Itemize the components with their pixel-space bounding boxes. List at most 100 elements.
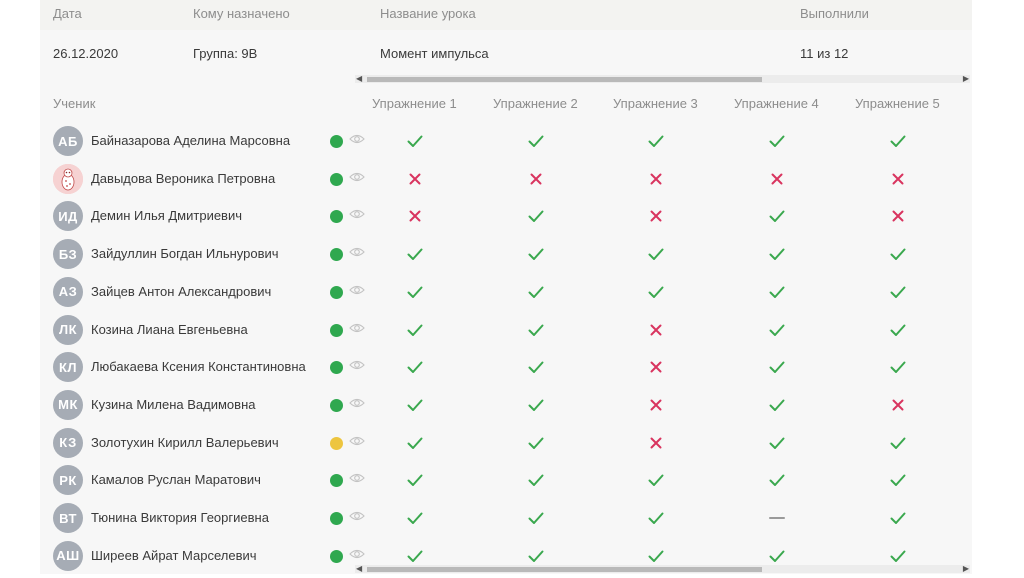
top-horizontal-scrollbar[interactable]: ◀ ▶ <box>355 74 970 83</box>
check-icon[interactable] <box>888 546 908 566</box>
student-name[interactable]: Камалов Руслан Маратович <box>91 472 261 488</box>
check-icon[interactable] <box>888 282 908 302</box>
student-name[interactable]: Козина Лиана Евгеньевна <box>91 321 248 337</box>
check-icon[interactable] <box>646 546 666 566</box>
cross-icon[interactable] <box>646 433 666 453</box>
eye-icon[interactable] <box>349 170 365 184</box>
eye-icon[interactable] <box>349 207 365 221</box>
student-name[interactable]: Зайцев Антон Александрович <box>91 283 272 299</box>
top-scrollbar-thumb[interactable] <box>367 77 762 82</box>
student-row[interactable]: АШ Ширеев Айрат Марселевич <box>40 540 972 578</box>
check-icon[interactable] <box>526 546 546 566</box>
check-icon[interactable] <box>526 395 546 415</box>
eye-icon[interactable] <box>349 321 365 335</box>
check-icon[interactable] <box>767 131 787 151</box>
check-icon[interactable] <box>767 206 787 226</box>
student-row[interactable]: РК Камалов Руслан Маратович <box>40 464 972 502</box>
dash-icon[interactable] <box>767 508 787 528</box>
exercise-column-header[interactable]: Упражнение 1 <box>372 96 457 111</box>
check-icon[interactable] <box>526 433 546 453</box>
check-icon[interactable] <box>526 320 546 340</box>
check-icon[interactable] <box>526 508 546 528</box>
bottom-horizontal-scrollbar[interactable]: ◀ ▶ <box>355 564 970 573</box>
check-icon[interactable] <box>888 357 908 377</box>
student-name[interactable]: Тюнина Виктория Георгиевна <box>91 510 269 525</box>
check-icon[interactable] <box>888 131 908 151</box>
student-name[interactable]: Байназарова Аделина Марсовна <box>91 133 291 148</box>
check-icon[interactable] <box>405 320 425 340</box>
check-icon[interactable] <box>526 131 546 151</box>
student-row[interactable]: КЗ Золотухин Кирилл Валерьевич <box>40 427 972 465</box>
cross-icon[interactable] <box>767 169 787 189</box>
student-row[interactable]: КЛ Любакаева Ксения Константиновна <box>40 351 972 389</box>
eye-icon[interactable] <box>349 471 365 485</box>
check-icon[interactable] <box>646 282 666 302</box>
eye-icon[interactable] <box>349 509 365 523</box>
check-icon[interactable] <box>888 320 908 340</box>
eye-icon[interactable] <box>349 358 365 372</box>
student-name[interactable]: Зайдуллин Богдан Ильнурович <box>91 246 279 262</box>
check-icon[interactable] <box>646 244 666 264</box>
cross-icon[interactable] <box>405 169 425 189</box>
cross-icon[interactable] <box>888 169 908 189</box>
check-icon[interactable] <box>646 131 666 151</box>
student-row[interactable]: Давыдова Вероника Петровна <box>40 163 972 201</box>
check-icon[interactable] <box>767 282 787 302</box>
student-row[interactable]: АБ Байназарова Аделина Марсовна <box>40 125 972 163</box>
student-name[interactable]: Ширеев Айрат Марселевич <box>91 547 257 563</box>
check-icon[interactable] <box>767 395 787 415</box>
check-icon[interactable] <box>405 433 425 453</box>
student-name[interactable]: Золотухин Кирилл Валерьевич <box>91 434 279 450</box>
cross-icon[interactable] <box>646 169 666 189</box>
student-row[interactable]: ВТ Тюнина Виктория Георгиевна <box>40 502 972 540</box>
cross-icon[interactable] <box>646 357 666 377</box>
student-name[interactable]: Любакаева Ксения Константиновна <box>91 359 306 375</box>
eye-icon[interactable] <box>349 396 365 410</box>
check-icon[interactable] <box>767 320 787 340</box>
check-icon[interactable] <box>767 470 787 490</box>
check-icon[interactable] <box>767 546 787 566</box>
check-icon[interactable] <box>405 357 425 377</box>
cross-icon[interactable] <box>405 206 425 226</box>
student-row[interactable]: АЗ Зайцев Антон Александрович <box>40 276 972 314</box>
exercise-column-header[interactable]: Упражнение 2 <box>493 96 578 111</box>
exercise-column-header[interactable]: Упражнение 3 <box>613 96 698 111</box>
eye-icon[interactable] <box>349 434 365 448</box>
check-icon[interactable] <box>888 470 908 490</box>
check-icon[interactable] <box>405 508 425 528</box>
check-icon[interactable] <box>646 470 666 490</box>
check-icon[interactable] <box>405 282 425 302</box>
student-name[interactable]: Давыдова Вероника Петровна <box>91 170 276 186</box>
student-name[interactable]: Кузина Милена Вадимовна <box>91 396 256 412</box>
cross-icon[interactable] <box>526 169 546 189</box>
cross-icon[interactable] <box>646 320 666 340</box>
check-icon[interactable] <box>526 282 546 302</box>
check-icon[interactable] <box>405 395 425 415</box>
check-icon[interactable] <box>767 244 787 264</box>
scroll-left-icon[interactable]: ◀ <box>356 564 363 573</box>
scroll-right-icon[interactable]: ▶ <box>962 564 969 573</box>
eye-icon[interactable] <box>349 283 365 297</box>
exercise-column-header[interactable]: Упражнение 5 <box>855 96 940 111</box>
check-icon[interactable] <box>526 470 546 490</box>
check-icon[interactable] <box>405 546 425 566</box>
check-icon[interactable] <box>646 508 666 528</box>
student-row[interactable]: ЛК Козина Лиана Евгеньевна <box>40 314 972 352</box>
cross-icon[interactable] <box>646 206 666 226</box>
check-icon[interactable] <box>526 206 546 226</box>
student-row[interactable]: МК Кузина Милена Вадимовна <box>40 389 972 427</box>
check-icon[interactable] <box>526 357 546 377</box>
scroll-left-icon[interactable]: ◀ <box>356 74 363 83</box>
exercise-column-header[interactable]: Упражнение 4 <box>734 96 819 111</box>
student-row[interactable]: БЗ Зайдуллин Богдан Ильнурович <box>40 238 972 276</box>
check-icon[interactable] <box>767 433 787 453</box>
check-icon[interactable] <box>888 433 908 453</box>
check-icon[interactable] <box>405 244 425 264</box>
eye-icon[interactable] <box>349 547 365 561</box>
check-icon[interactable] <box>405 131 425 151</box>
check-icon[interactable] <box>888 244 908 264</box>
check-icon[interactable] <box>405 470 425 490</box>
cross-icon[interactable] <box>646 395 666 415</box>
bottom-scrollbar-thumb[interactable] <box>367 567 762 572</box>
eye-icon[interactable] <box>349 245 365 259</box>
